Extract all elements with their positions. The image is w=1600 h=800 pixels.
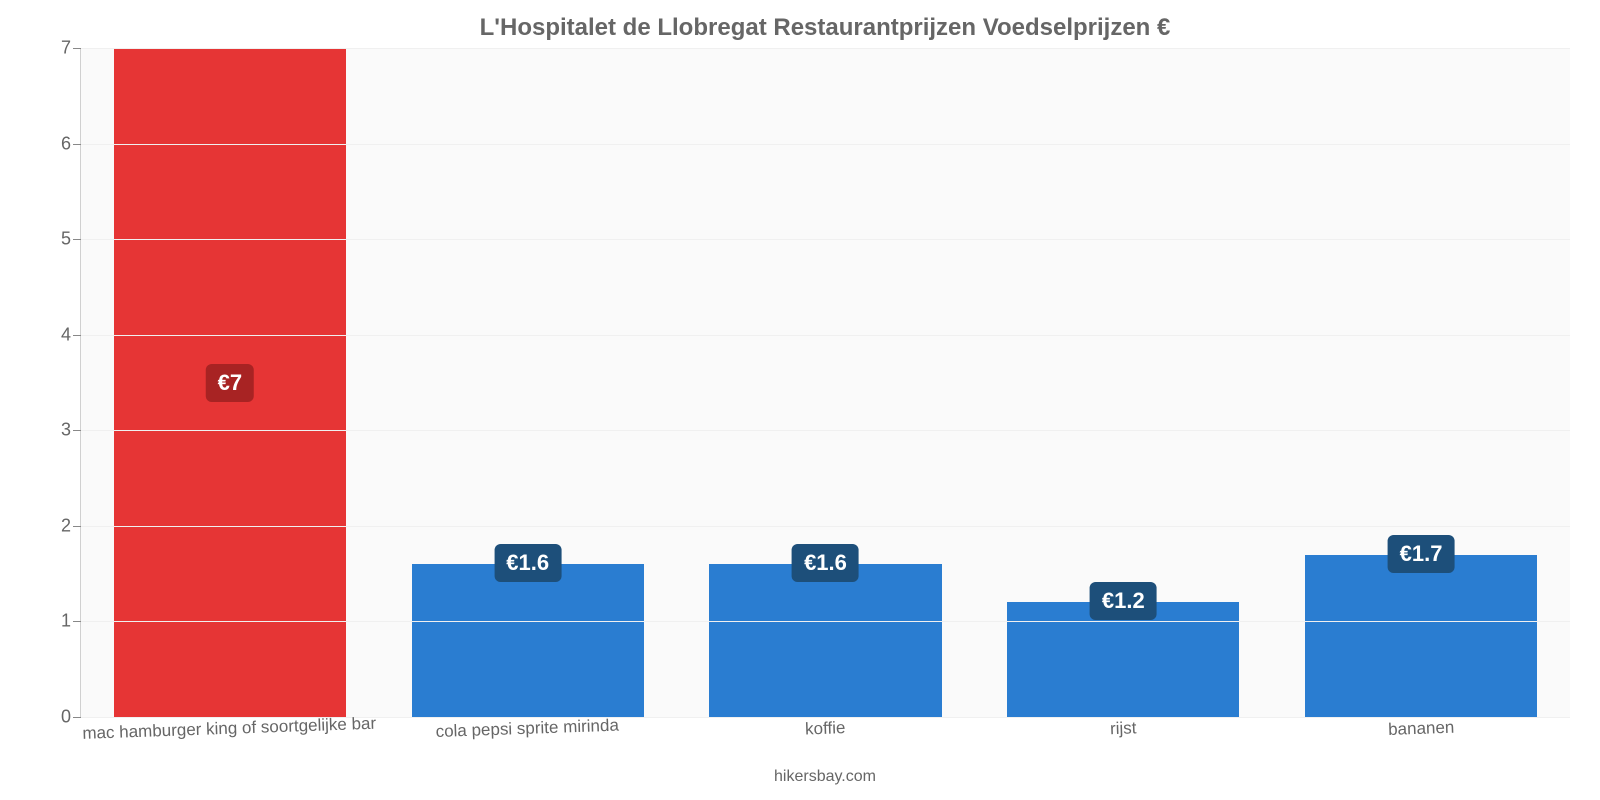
ytick-mark [73,526,81,527]
gridline [81,48,1570,49]
bar: €1.7 [1305,555,1537,717]
gridline [81,335,1570,336]
ytick-mark [73,144,81,145]
xtick-label: rijst [974,714,1273,744]
gridline [81,621,1570,622]
ytick-label: 3 [61,420,71,441]
bar-slot: €1.2 [974,48,1272,717]
xtick-label: koffie [676,714,975,744]
bar: €1.6 [412,564,644,717]
bar: €1.6 [709,564,941,717]
bars-layer: €7€1.6€1.6€1.2€1.7 [81,48,1570,717]
xtick-label: bananen [1272,714,1571,744]
gridline [81,144,1570,145]
ytick-label: 7 [61,38,71,59]
ytick-mark [73,717,81,718]
bar-value-label: €1.7 [1388,535,1455,573]
chart-credit: hikersbay.com [80,768,1570,786]
gridline [81,526,1570,527]
x-axis-labels: mac hamburger king of soortgelijke barco… [80,724,1570,744]
xtick-label: cola pepsi sprite mirinda [378,714,677,744]
ytick-mark [73,430,81,431]
ytick-mark [73,239,81,240]
bar-slot: €7 [81,48,379,717]
bar: €1.2 [1007,602,1239,717]
plot-area: €7€1.6€1.6€1.2€1.7 01234567 [80,48,1570,718]
bar-slot: €1.6 [379,48,677,717]
ytick-label: 4 [61,324,71,345]
ytick-label: 2 [61,515,71,536]
ytick-label: 5 [61,229,71,250]
bar-value-label: €1.6 [494,544,561,582]
bar: €7 [114,48,346,717]
bar-value-label: €1.2 [1090,582,1157,620]
gridline [81,430,1570,431]
xtick-label: mac hamburger king of soortgelijke bar [80,714,379,744]
ytick-label: 1 [61,611,71,632]
bar-slot: €1.7 [1272,48,1570,717]
chart-title: L'Hospitalet de Llobregat Restaurantprij… [80,14,1570,42]
gridline [81,239,1570,240]
ytick-label: 6 [61,133,71,154]
bar-slot: €1.6 [677,48,975,717]
ytick-label: 0 [61,707,71,728]
bar-value-label: €1.6 [792,544,859,582]
ytick-mark [73,48,81,49]
ytick-mark [73,335,81,336]
ytick-mark [73,621,81,622]
chart-container: L'Hospitalet de Llobregat Restaurantprij… [0,0,1600,800]
bar-value-label: €7 [206,364,254,402]
